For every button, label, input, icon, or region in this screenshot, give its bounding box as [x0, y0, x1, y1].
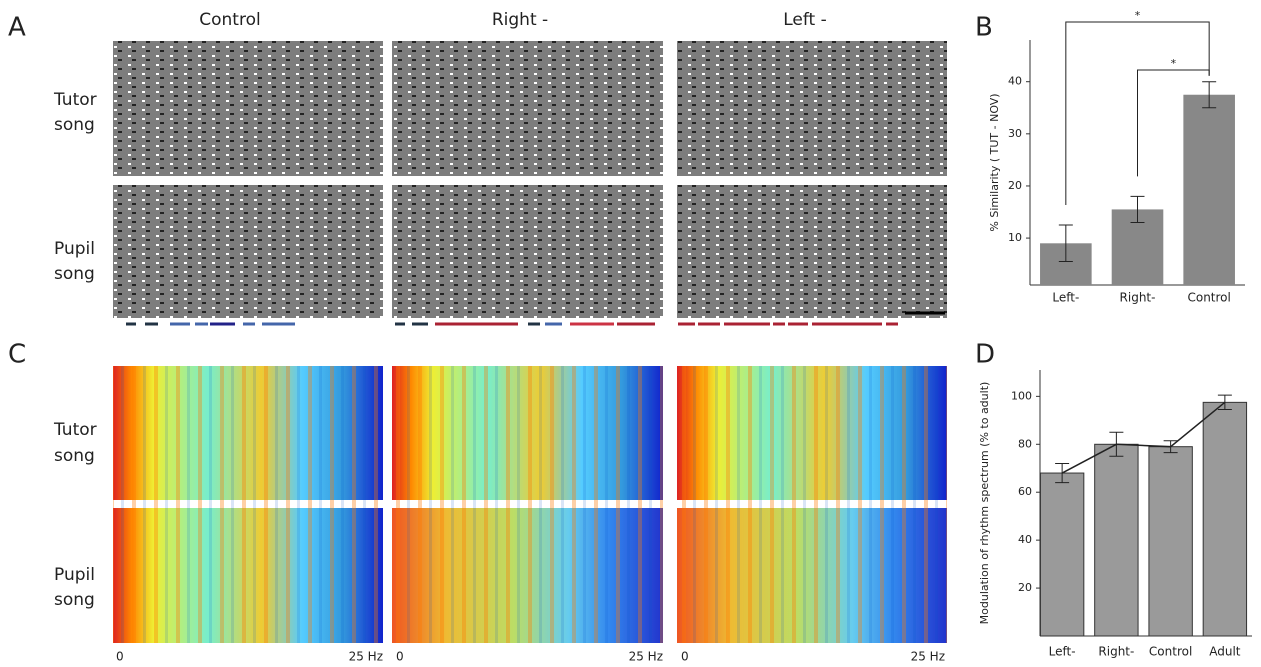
column-title: Control [199, 10, 260, 30]
panel-label: A [8, 13, 26, 43]
x-tick-label: Right- [1098, 645, 1134, 659]
freq-label: 0 [116, 650, 124, 664]
row-label: song [54, 590, 95, 610]
significance-bracket [1137, 69, 1210, 177]
y-axis-label: % Similarity ( TUT - NOV) [988, 93, 1001, 231]
panel-label: B [975, 13, 993, 43]
panel-label: C [8, 340, 26, 370]
panel-label: D [975, 340, 995, 370]
row-label: Tutor [53, 90, 97, 110]
overlay [392, 366, 663, 643]
column-title: Right - [492, 10, 548, 30]
error-bar [1058, 224, 1073, 263]
bar [1039, 472, 1085, 637]
y-tick-label: 20 [1018, 581, 1032, 594]
trend-line [1061, 401, 1226, 474]
bar [1202, 401, 1248, 637]
overlay [677, 366, 947, 643]
x-tick-label: Adult [1209, 645, 1241, 659]
panel-c [113, 366, 947, 643]
spectrogram [113, 185, 383, 318]
bar [1183, 94, 1235, 285]
x-tick-label: Right- [1120, 291, 1156, 305]
y-tick-label: 10 [1008, 231, 1022, 244]
error-bar [1202, 81, 1217, 109]
significance-label: * [1171, 57, 1177, 70]
freq-label: 25 Hz [911, 650, 945, 664]
y-tick-label: 40 [1008, 75, 1022, 88]
freq-label: 0 [681, 650, 689, 664]
y-tick-label: 30 [1008, 127, 1022, 140]
spectrogram [392, 41, 663, 176]
y-tick-label: 40 [1018, 533, 1032, 546]
x-tick-label: Left- [1049, 645, 1076, 659]
spectrogram [677, 41, 947, 176]
row-label: song [54, 446, 95, 466]
x-tick-label: Control [1149, 645, 1192, 659]
row-label: Tutor [53, 420, 97, 440]
overlay [113, 366, 383, 643]
bar [1094, 443, 1139, 637]
row-label: Pupil [54, 239, 95, 259]
row-label: song [54, 264, 95, 284]
y-tick-label: 60 [1018, 485, 1032, 498]
x-tick-label: Left- [1052, 291, 1079, 305]
error-bar [1130, 195, 1145, 223]
y-axis-label: Modulation of rhythm spectrum (% to adul… [978, 382, 991, 625]
freq-label: 0 [396, 650, 404, 664]
error-bar [1217, 394, 1232, 411]
significance-bracket [1065, 21, 1210, 206]
freq-label: 25 Hz [349, 650, 383, 664]
x-tick-label: Control [1187, 291, 1230, 305]
spectrogram [677, 185, 947, 318]
row-label: song [54, 115, 95, 135]
y-tick-label: 20 [1008, 179, 1022, 192]
column-title: Left - [783, 10, 827, 30]
y-tick-label: 100 [1011, 389, 1032, 402]
y-tick-label: 80 [1018, 437, 1032, 450]
panel-a [113, 41, 947, 326]
spectrogram [113, 41, 383, 176]
freq-label: 25 Hz [629, 650, 663, 664]
significance-label: * [1135, 9, 1141, 22]
row-label: Pupil [54, 565, 95, 585]
bar [1148, 446, 1193, 637]
spectrogram [392, 185, 663, 318]
